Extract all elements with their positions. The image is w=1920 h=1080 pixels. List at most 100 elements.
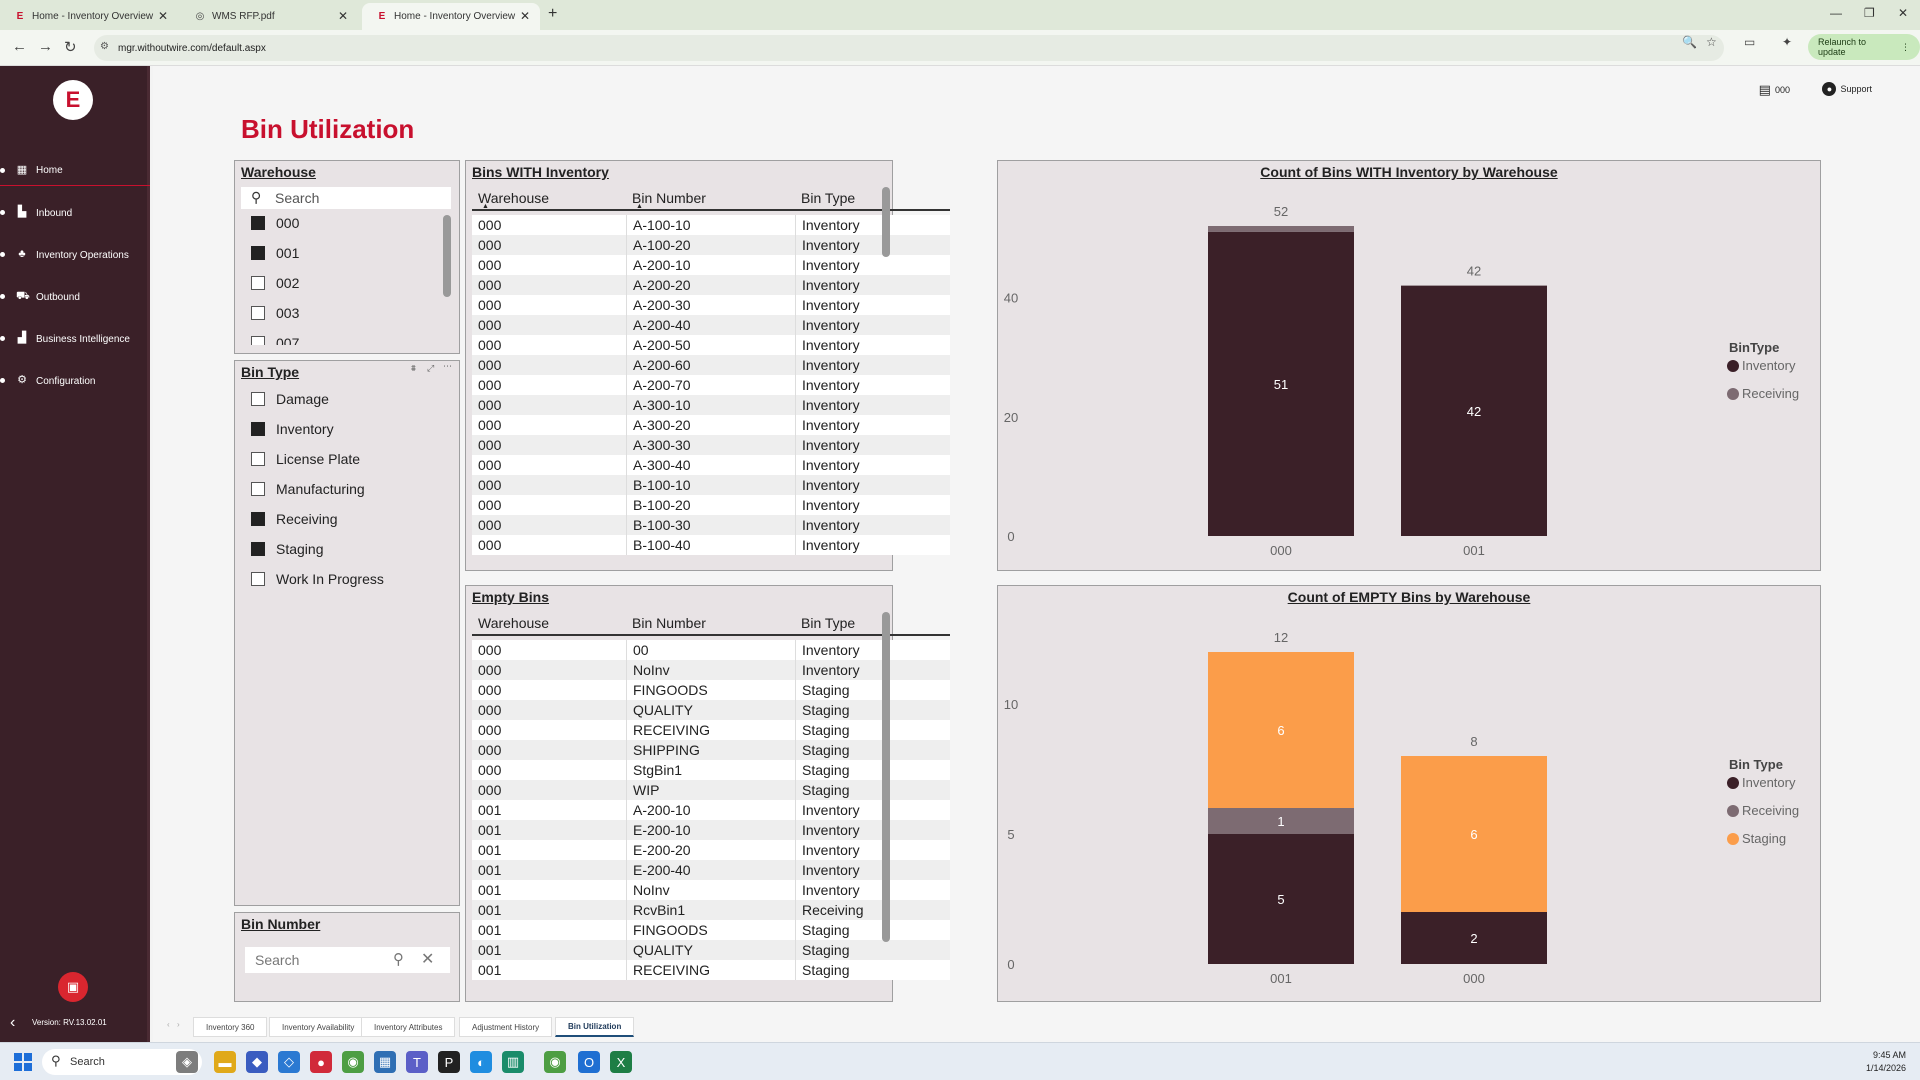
outlook-icon[interactable]: O — [578, 1051, 600, 1073]
warehouse-selector[interactable]: ▤ 000 — [1759, 82, 1790, 98]
table-row[interactable]: 000 A-200-30 Inventory — [472, 295, 950, 315]
app-icon[interactable]: ▥ — [502, 1051, 524, 1073]
report-tab-inventory-attributes[interactable]: Inventory Attributes — [361, 1017, 456, 1037]
column-header[interactable]: Bin Type — [801, 615, 856, 631]
site-settings-icon[interactable]: ⚙ — [100, 41, 109, 52]
minimize-icon[interactable]: — — [1830, 6, 1842, 20]
table-row[interactable]: 000 WIP Staging — [472, 780, 950, 800]
bar-segment-inventory[interactable] — [1401, 912, 1547, 964]
table-row[interactable]: 000 B-100-30 Inventory — [472, 515, 950, 535]
bar-segment-receiving[interactable] — [1208, 808, 1354, 834]
table-row[interactable]: 000 A-100-10 Inventory — [472, 215, 950, 235]
table-row[interactable]: 001 E-200-10 Inventory — [472, 820, 950, 840]
column-header[interactable]: Warehouse — [478, 190, 550, 206]
checkbox[interactable] — [251, 392, 265, 406]
table-row[interactable]: 001 NoInv Inventory — [472, 880, 950, 900]
app-icon[interactable]: ● — [310, 1051, 332, 1073]
app-icon[interactable]: ▦ — [374, 1051, 396, 1073]
bar-segment-inventory[interactable] — [1401, 285, 1547, 536]
app-icon[interactable]: ◐ — [470, 1051, 492, 1073]
warehouse-search-input[interactable]: ⚲ Search — [241, 187, 451, 209]
table-row[interactable]: 001 E-200-40 Inventory — [472, 860, 950, 880]
table-scrollbar[interactable] — [882, 612, 890, 942]
warehouse-scrollbar[interactable] — [443, 215, 451, 297]
app-icon[interactable]: ◆ — [246, 1051, 268, 1073]
bar-segment-receiving[interactable] — [1208, 226, 1354, 232]
app-icon[interactable]: ◇ — [278, 1051, 300, 1073]
sidebar-item-business-intelligence[interactable]: ▟ Business Intelligence — [0, 324, 150, 354]
restore-icon[interactable]: ❐ — [1864, 6, 1875, 20]
bar-segment-staging[interactable] — [1208, 652, 1354, 808]
slicer-option[interactable]: 002 — [251, 275, 299, 291]
checkbox[interactable] — [251, 276, 265, 290]
sidebar-item-inbound[interactable]: ▙ Inbound — [0, 198, 150, 228]
slicer-option[interactable]: Work In Progress — [251, 571, 384, 587]
table-row[interactable]: 000 A-200-20 Inventory — [472, 275, 950, 295]
reload-icon[interactable]: ↻ — [64, 39, 77, 56]
chat-icon[interactable]: ▣ — [58, 972, 88, 1002]
slicer-option[interactable]: Manufacturing — [251, 481, 365, 497]
checkbox[interactable] — [251, 306, 265, 320]
clock[interactable]: 9:45 AM 1/14/2026 — [1866, 1049, 1906, 1075]
checkbox[interactable] — [251, 512, 265, 526]
more-options-icon[interactable]: ⋯ — [443, 361, 452, 371]
slicer-option[interactable]: Inventory — [251, 421, 334, 437]
table-row[interactable]: 000 FINGOODS Staging — [472, 680, 950, 700]
table-row[interactable]: 000 A-300-20 Inventory — [472, 415, 950, 435]
sidebar-item-inventory-operations[interactable]: ♣ Inventory Operations — [0, 240, 150, 270]
legend-item-staging[interactable]: Staging — [1727, 831, 1786, 846]
table-row[interactable]: 001 E-200-20 Inventory — [472, 840, 950, 860]
table-row[interactable]: 000 A-200-40 Inventory — [472, 315, 950, 335]
clear-icon[interactable]: ✕ — [421, 951, 435, 968]
report-tab-bin-utilization[interactable]: Bin Utilization — [555, 1017, 635, 1037]
report-tab-inventory-availability[interactable]: Inventory Availability — [269, 1017, 368, 1037]
slicer-option[interactable]: 003 — [251, 305, 299, 321]
table-row[interactable]: 001 RcvBin1 Receiving — [472, 900, 950, 920]
table-row[interactable]: 000 B-100-20 Inventory — [472, 495, 950, 515]
legend-item-inventory[interactable]: Inventory — [1727, 358, 1795, 373]
slicer-option[interactable]: License Plate — [251, 451, 360, 467]
widget-icon[interactable]: ◈ — [176, 1051, 198, 1073]
checkbox[interactable] — [251, 246, 265, 260]
table-row[interactable]: 001 QUALITY Staging — [472, 940, 950, 960]
zoom-icon[interactable]: 🔍 — [1682, 35, 1697, 49]
column-header[interactable]: Bin Number — [632, 615, 706, 631]
chrome-icon[interactable]: ◉ — [342, 1051, 364, 1073]
prev-page-icon[interactable]: ‹ — [167, 1020, 170, 1029]
table-row[interactable]: 000 B-100-10 Inventory — [472, 475, 950, 495]
chrome-icon[interactable]: ◉ — [544, 1051, 566, 1073]
sidebar-item-outbound[interactable]: ⛟ Outbound — [0, 282, 150, 312]
legend-item-inventory[interactable]: Inventory — [1727, 775, 1795, 790]
table-row[interactable]: 001 FINGOODS Staging — [472, 920, 950, 940]
legend-item-receiving[interactable]: Receiving — [1727, 803, 1799, 818]
table-row[interactable]: 000 00 Inventory — [472, 640, 950, 660]
table-row[interactable]: 000 QUALITY Staging — [472, 700, 950, 720]
window-close-icon[interactable]: ✕ — [1898, 6, 1909, 20]
table-row[interactable]: 000 A-300-10 Inventory — [472, 395, 950, 415]
teams-icon[interactable]: T — [406, 1051, 428, 1073]
bar-segment-inventory[interactable] — [1208, 231, 1354, 536]
cast-icon[interactable]: ▭ — [1744, 35, 1756, 49]
close-tab-icon[interactable]: ✕ — [157, 9, 168, 23]
app-logo[interactable]: E — [53, 80, 93, 120]
relaunch-button[interactable]: Relaunch to update ⋮ — [1808, 34, 1920, 60]
slicer-option[interactable]: Staging — [251, 541, 323, 557]
new-tab-icon[interactable]: + — [548, 5, 558, 22]
search-icon[interactable]: ⚲ — [393, 951, 404, 968]
report-tab-inventory-360[interactable]: Inventory 360 — [193, 1017, 268, 1037]
checkbox[interactable] — [251, 336, 265, 345]
collapse-sidebar-icon[interactable]: ‹ — [10, 1014, 16, 1031]
excel-icon[interactable]: X — [610, 1051, 632, 1073]
browser-tab-2[interactable]: E Home - Inventory Overview ✕ — [362, 3, 540, 30]
table-row[interactable]: 000 A-200-50 Inventory — [472, 335, 950, 355]
table-row[interactable]: 000 B-100-40 Inventory — [472, 535, 950, 555]
focus-mode-icon[interactable]: ⤢ — [427, 363, 435, 373]
table-row[interactable]: 000 A-300-30 Inventory — [472, 435, 950, 455]
bin-number-search-input[interactable]: Search ⚲ ✕ — [245, 947, 450, 973]
slicer-option[interactable]: 007 — [251, 335, 299, 345]
checkbox[interactable] — [251, 422, 265, 436]
table-row[interactable]: 000 NoInv Inventory — [472, 660, 950, 680]
slicer-option[interactable]: 001 — [251, 245, 299, 261]
browser-tab-0[interactable]: E Home - Inventory Overview ✕ — [0, 3, 178, 30]
table-row[interactable]: 000 A-200-70 Inventory — [472, 375, 950, 395]
